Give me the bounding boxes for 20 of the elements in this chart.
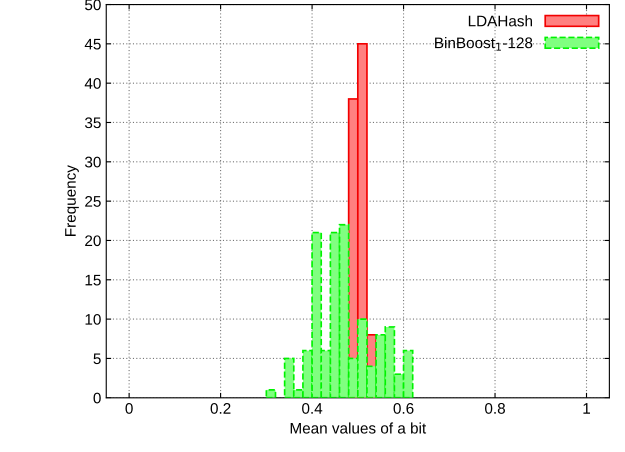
legend-label: LDAHash — [468, 15, 532, 26]
y-tick-label: 15 — [86, 274, 101, 286]
legend-label: BinBoost$_{1}$-128 — [435, 37, 532, 51]
x-axis-title: Mean values of a bit — [290, 422, 426, 434]
y-tick-label: 10 — [86, 314, 101, 325]
x-tick-label: 0.8 — [485, 403, 505, 414]
y-tick-label: 5 — [94, 353, 101, 364]
y-tick-label: 25 — [85, 196, 101, 207]
y-tick-label: 35 — [84, 117, 101, 128]
y-tick-label: 20 — [85, 235, 101, 246]
x-tick-label: 0.4 — [302, 403, 322, 414]
y-axis-title: Frequency — [65, 165, 79, 236]
x-tick-label: 0 — [125, 403, 133, 414]
y-tick-label: 30 — [84, 156, 101, 168]
x-tick-label: 0.6 — [394, 403, 414, 414]
x-tick-label: 1 — [583, 403, 590, 414]
x-tick-label: 0.2 — [210, 403, 230, 414]
y-tick-label: 40 — [84, 78, 101, 89]
y-tick-label: 45 — [84, 38, 101, 50]
y-tick-label: 0 — [93, 392, 101, 404]
